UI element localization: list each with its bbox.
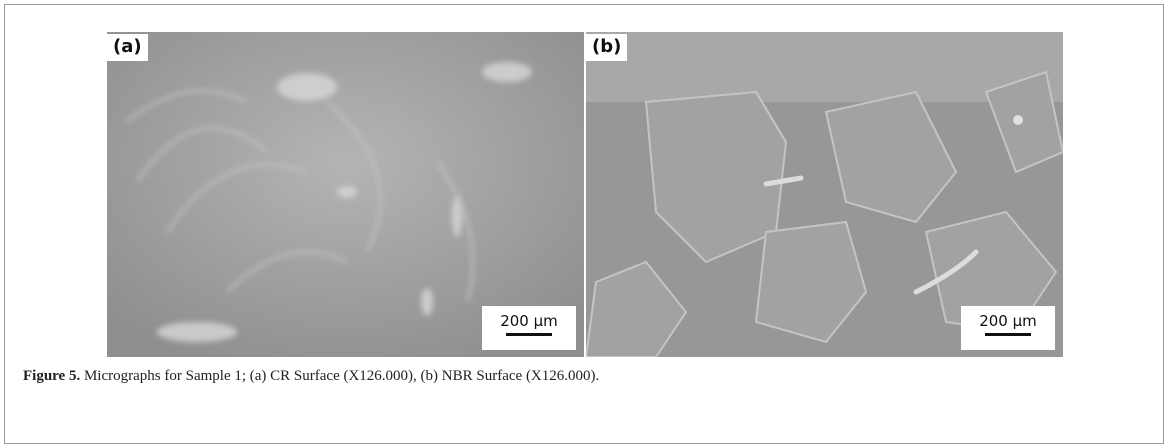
page: (a) 200 µm (b) 200 µm Figure 5. Microgra… [0,0,1170,432]
panel-label: (a) [107,34,148,61]
caption-label: Figure 5. [23,368,80,384]
scale-label: 200 µm [961,306,1055,330]
figure-caption: Figure 5. Micrographs for Sample 1; (a) … [23,368,599,385]
caption-text: Micrographs for Sample 1; (a) CR Surface… [80,368,599,384]
scale-bar: 200 µm [961,306,1055,350]
micrograph: (b) 200 µm [586,32,1063,357]
micrograph: (a) 200 µm [107,32,584,357]
scale-label: 200 µm [482,306,576,330]
panel-label: (b) [586,34,627,61]
scale-bar: 200 µm [482,306,576,350]
